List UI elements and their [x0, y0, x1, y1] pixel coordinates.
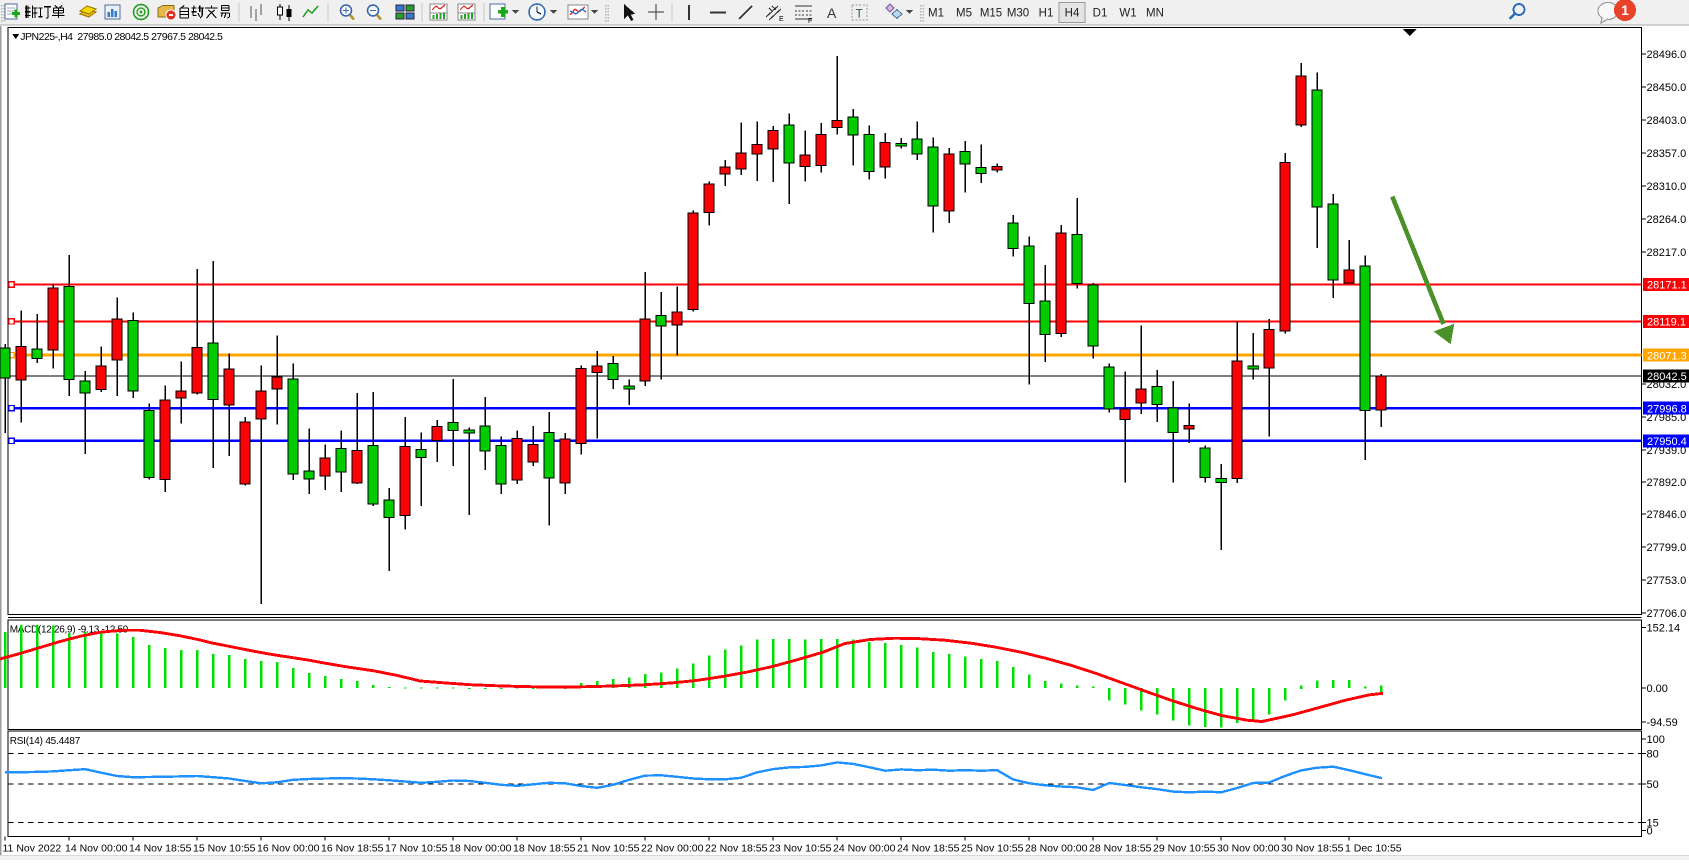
- svg-text:27846.0: 27846.0: [1647, 509, 1687, 521]
- svg-text:JPN225-,H4 27985.0 28042.5 27: JPN225-,H4 27985.0 28042.5 27967.5 28042…: [20, 31, 223, 43]
- svg-text:A: A: [827, 5, 837, 21]
- svg-text:D1: D1: [1093, 8, 1108, 20]
- svg-text:15 Nov 10:55: 15 Nov 10:55: [193, 843, 256, 855]
- svg-text:11 Nov 2022: 11 Nov 2022: [3, 843, 62, 855]
- svg-text:25 Nov 10:55: 25 Nov 10:55: [961, 843, 1024, 855]
- svg-text:27996.8: 27996.8: [1647, 403, 1687, 415]
- svg-text:H1: H1: [1039, 8, 1054, 20]
- svg-text:27939.0: 27939.0: [1647, 445, 1687, 457]
- svg-text:18 Nov 18:55: 18 Nov 18:55: [513, 843, 576, 855]
- svg-text:F: F: [808, 18, 812, 25]
- svg-text:28264.0: 28264.0: [1647, 214, 1687, 226]
- svg-text:28496.0: 28496.0: [1647, 49, 1687, 61]
- svg-text:18 Nov 00:00: 18 Nov 00:00: [449, 843, 512, 855]
- svg-text:M1: M1: [928, 8, 944, 20]
- svg-text:100: 100: [1647, 734, 1665, 746]
- svg-text:23 Nov 10:55: 23 Nov 10:55: [769, 843, 832, 855]
- svg-text:27706.0: 27706.0: [1647, 608, 1687, 620]
- svg-text:0: 0: [1647, 826, 1653, 838]
- svg-text:M15: M15: [980, 8, 1002, 20]
- svg-text:28403.0: 28403.0: [1647, 115, 1687, 127]
- svg-text:MACD(12,26,9) -9.13 -12.59: MACD(12,26,9) -9.13 -12.59: [10, 625, 129, 636]
- svg-text:28042.5: 28042.5: [1647, 371, 1687, 383]
- svg-text:21 Nov 10:55: 21 Nov 10:55: [577, 843, 640, 855]
- svg-text:29 Nov 10:55: 29 Nov 10:55: [1153, 843, 1216, 855]
- svg-text:M30: M30: [1007, 8, 1029, 20]
- svg-text:152.14: 152.14: [1647, 622, 1681, 634]
- svg-text:30 Nov 18:55: 30 Nov 18:55: [1281, 843, 1344, 855]
- svg-text:22 Nov 00:00: 22 Nov 00:00: [641, 843, 704, 855]
- svg-text:14 Nov 00:00: 14 Nov 00:00: [65, 843, 128, 855]
- svg-text:50: 50: [1647, 779, 1659, 791]
- svg-text:28310.0: 28310.0: [1647, 181, 1687, 193]
- svg-text:-94.59: -94.59: [1647, 717, 1678, 729]
- svg-text:27985.0: 27985.0: [1647, 412, 1687, 424]
- svg-text:28 Nov 00:00: 28 Nov 00:00: [1025, 843, 1088, 855]
- svg-text:27753.0: 27753.0: [1647, 575, 1687, 587]
- svg-text:W1: W1: [1119, 8, 1136, 20]
- svg-text:28357.0: 28357.0: [1647, 148, 1687, 160]
- svg-text:80: 80: [1647, 749, 1659, 761]
- svg-text:24 Nov 18:55: 24 Nov 18:55: [897, 843, 960, 855]
- svg-text:0.00: 0.00: [1647, 683, 1668, 695]
- svg-text:15: 15: [1647, 818, 1659, 830]
- svg-text:M5: M5: [956, 8, 972, 20]
- svg-text:27892.0: 27892.0: [1647, 477, 1687, 489]
- svg-text:1: 1: [1621, 2, 1629, 18]
- svg-text:RSI(14) 45.4487: RSI(14) 45.4487: [10, 736, 81, 747]
- svg-text:14 Nov 18:55: 14 Nov 18:55: [129, 843, 192, 855]
- svg-text:28071.3: 28071.3: [1647, 350, 1687, 362]
- svg-text:16 Nov 00:00: 16 Nov 00:00: [257, 843, 320, 855]
- svg-text:28 Nov 18:55: 28 Nov 18:55: [1089, 843, 1152, 855]
- svg-text:E: E: [779, 16, 784, 23]
- svg-text:27799.0: 27799.0: [1647, 542, 1687, 554]
- svg-text:28217.0: 28217.0: [1647, 247, 1687, 259]
- svg-text:28119.1: 28119.1: [1647, 317, 1686, 329]
- svg-text:22 Nov 18:55: 22 Nov 18:55: [705, 843, 768, 855]
- svg-text:T: T: [856, 7, 864, 21]
- svg-text:30 Nov 00:00: 30 Nov 00:00: [1217, 843, 1280, 855]
- svg-text:16 Nov 18:55: 16 Nov 18:55: [321, 843, 384, 855]
- svg-text:1 Dec 10:55: 1 Dec 10:55: [1345, 843, 1402, 855]
- svg-text:28450.0: 28450.0: [1647, 82, 1687, 94]
- svg-text:17 Nov 10:55: 17 Nov 10:55: [385, 843, 448, 855]
- svg-text:27950.4: 27950.4: [1647, 436, 1687, 448]
- svg-text:H4: H4: [1065, 8, 1080, 20]
- svg-text:28171.1: 28171.1: [1647, 280, 1687, 292]
- svg-text:MN: MN: [1146, 8, 1164, 20]
- svg-text:24 Nov 00:00: 24 Nov 00:00: [833, 843, 896, 855]
